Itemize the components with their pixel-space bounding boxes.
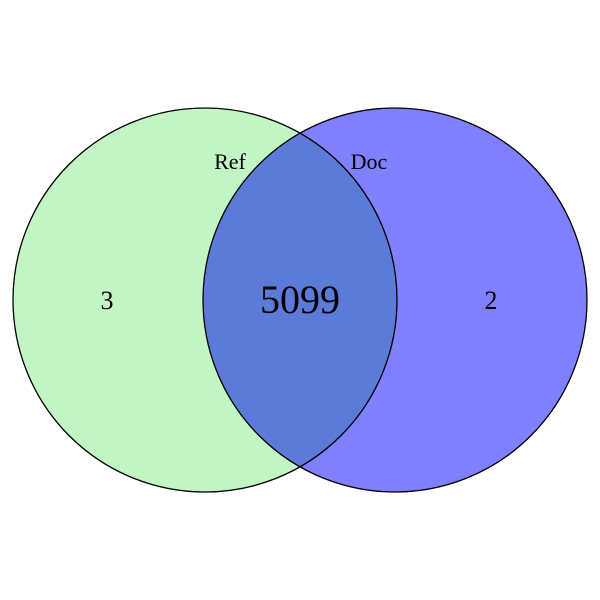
doc-set-outline bbox=[202, 107, 588, 493]
doc-set-label: Doc bbox=[351, 149, 388, 174]
doc-only-count: 2 bbox=[485, 286, 498, 315]
ref-set-outline bbox=[12, 107, 398, 493]
ref-set-label: Ref bbox=[214, 149, 246, 174]
overlap-region bbox=[203, 108, 397, 492]
ref-only-count: 3 bbox=[101, 286, 114, 315]
overlap-count: 5099 bbox=[260, 277, 340, 322]
